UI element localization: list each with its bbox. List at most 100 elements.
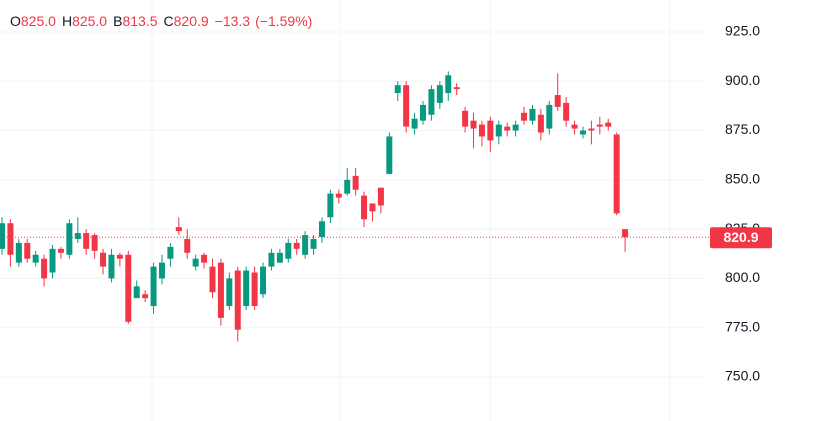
overlay: 820.9 — [0, 227, 772, 249]
candle-body — [234, 270, 241, 330]
y-tick-label: 800.0 — [725, 269, 760, 285]
candle-body — [453, 87, 460, 90]
candle-body — [125, 254, 132, 322]
candle-body — [487, 120, 494, 141]
header-key: H — [62, 13, 72, 29]
header-value: 825.0 — [21, 13, 56, 29]
vertical-grid — [151, 0, 671, 421]
candle-body — [436, 85, 443, 103]
candle-body — [394, 85, 401, 94]
candle-body — [49, 248, 56, 273]
candle-body — [546, 104, 553, 129]
candle-body — [588, 128, 595, 131]
candle-body — [521, 112, 528, 121]
candle-body — [66, 223, 73, 255]
candle-body — [15, 242, 22, 263]
candle-body — [310, 238, 317, 249]
y-tick-label: 750.0 — [725, 368, 760, 384]
candle-body — [605, 122, 612, 127]
y-tick-label: 875.0 — [725, 121, 760, 137]
candle-body — [175, 227, 182, 232]
candle-body — [403, 85, 410, 127]
candle-body — [268, 252, 275, 267]
candle-body — [462, 110, 469, 127]
candle-body — [554, 95, 561, 107]
candle-body — [445, 75, 452, 94]
header-change-pct: (−1.59%) — [255, 13, 312, 29]
candle-body — [142, 294, 149, 299]
candle-body — [184, 238, 191, 253]
last-price-badge — [710, 227, 772, 249]
candle-body — [24, 242, 31, 259]
candle-body — [579, 130, 586, 135]
candle-body — [495, 124, 502, 137]
candle-body — [285, 242, 292, 259]
candle-body — [41, 258, 48, 279]
candle-body — [0, 223, 5, 249]
candle-body — [369, 203, 376, 212]
candle-body — [133, 286, 140, 299]
y-tick-label: 900.0 — [725, 72, 760, 88]
candle-body — [251, 272, 258, 307]
header-value: 813.5 — [122, 13, 157, 29]
candle-body — [344, 179, 351, 194]
candle-body — [116, 254, 123, 259]
header-value: 820.9 — [174, 13, 209, 29]
candle-body — [192, 258, 199, 267]
candle-body — [428, 89, 435, 115]
candle-body — [361, 195, 368, 220]
candle-body — [276, 252, 283, 263]
candle-body — [83, 233, 90, 249]
candle-body — [563, 102, 570, 121]
candle-body — [470, 120, 477, 129]
candle-body — [377, 187, 384, 206]
candle-body — [537, 114, 544, 133]
y-tick-label: 850.0 — [725, 171, 760, 187]
candle-body — [512, 124, 519, 131]
candle-body — [327, 193, 334, 218]
candle-body — [150, 266, 157, 307]
candle-body — [478, 124, 485, 137]
y-tick-label: 775.0 — [725, 318, 760, 334]
header-key: C — [164, 13, 174, 29]
candle-body — [622, 229, 629, 238]
candle-body — [209, 266, 216, 293]
candle-body — [167, 246, 174, 259]
candle-body — [91, 235, 98, 251]
candle-body — [596, 124, 603, 127]
candle-body — [386, 136, 393, 174]
candle-body — [226, 278, 233, 307]
candle-body — [100, 252, 107, 267]
header-change: −13.3 — [215, 13, 251, 29]
candle-body — [243, 270, 250, 307]
candle-body — [74, 233, 81, 239]
candle-body — [335, 193, 342, 198]
candle-body — [32, 254, 39, 263]
candle-body — [352, 175, 359, 190]
candle-body — [318, 221, 325, 238]
candle-body — [201, 254, 208, 263]
candle-body — [529, 108, 536, 121]
candle-body — [411, 118, 418, 129]
candle-body — [158, 262, 165, 279]
candles — [0, 71, 629, 342]
y-tick-label: 925.0 — [725, 23, 760, 39]
candle-body — [504, 126, 511, 131]
candle-body — [302, 235, 309, 255]
candle-body — [420, 104, 426, 121]
candle-body — [571, 124, 578, 129]
header-key: O — [10, 13, 21, 29]
candle-body — [108, 254, 115, 279]
last-price-label: 820.9 — [723, 229, 758, 245]
candle-body — [293, 242, 300, 249]
candle-body — [260, 266, 267, 295]
header-key: B — [113, 13, 122, 29]
candle-body — [7, 223, 14, 255]
candle-body — [217, 262, 224, 318]
candle-body — [613, 134, 620, 214]
ohlc-header: O825.0 H825.0 B813.5 C820.9 −13.3 (−1.59%) — [10, 13, 312, 29]
candle-body — [57, 248, 64, 253]
